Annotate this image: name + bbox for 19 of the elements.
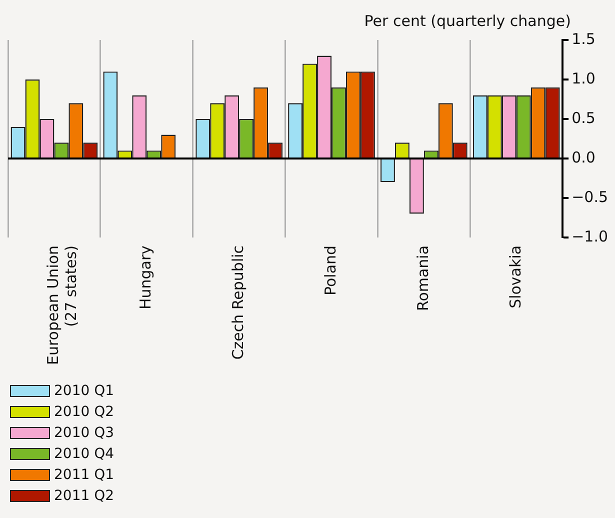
x-tick-label: Poland: [321, 245, 340, 296]
x-tick-label: European Union (27 states): [44, 245, 80, 366]
x-tick-label: Slovakia: [506, 245, 524, 308]
legend-label: 2010 Q2: [54, 404, 114, 420]
legend-label: 2011 Q1: [54, 466, 114, 482]
y-tick-label: 0.0: [572, 148, 596, 166]
y-axis-title: Per cent (quarterly change): [364, 12, 571, 30]
x-tick-label: Romania: [414, 245, 432, 312]
y-tick-label: 1.5: [572, 30, 596, 48]
legend-label: 2010 Q3: [54, 424, 114, 440]
legend-label: 2010 Q4: [54, 446, 114, 462]
legend-label: 2011 Q2: [54, 488, 114, 504]
y-tick-label: −0.5: [572, 188, 608, 206]
y-tick-label: −1.0: [572, 227, 608, 246]
x-tick-label: Hungary: [136, 245, 155, 310]
x-tick-label: Czech Republic: [228, 245, 247, 360]
legend-label: 2010 Q1: [54, 382, 114, 398]
y-tick-label: 0.5: [572, 108, 596, 127]
y-tick-label: 1.0: [572, 69, 596, 88]
